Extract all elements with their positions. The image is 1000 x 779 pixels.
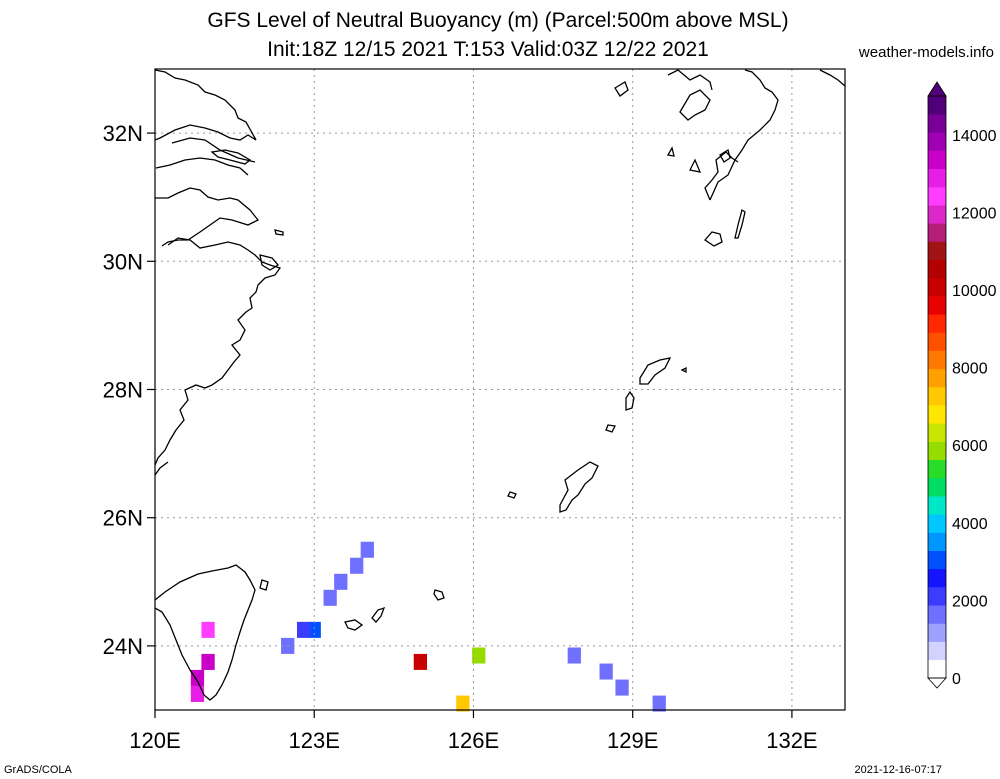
colorbar-label-14000: 14000 [952,128,997,145]
graticule [155,69,845,710]
footer-software-credit: GrADS/COLA [4,764,72,776]
colorbar-segment-11 [928,459,946,479]
title-line-1: GFS Level of Neutral Buoyancy (m) (Parce… [207,9,789,32]
colorbar-segment-22 [928,259,946,279]
colorbar-segment-1 [928,641,946,661]
data-cell-7 [201,621,215,638]
colorbar-segment-9 [928,496,946,515]
colorbar-segment-15 [928,387,946,406]
colorbar-label-12000: 12000 [952,205,997,222]
colorbar-segment-28 [928,150,946,170]
data-cell-8 [201,653,215,670]
colorbar-segment-4 [928,587,946,606]
colorbar-segment-31 [928,96,946,115]
data-cell-3 [323,589,337,606]
colorbar-label-4000: 4000 [952,516,988,533]
data-cell-17 [456,695,470,712]
site-credit: weather-models.info [858,44,994,61]
y-tick-label-26: 26N [103,506,143,531]
colorbar: 0 2000 4000 6000 8000 10000 12000 14000 [927,81,997,689]
colorbar-segment-6 [928,550,946,570]
data-cell-12 [472,647,486,664]
colorbar-top-arrow [927,81,947,97]
colorbar-segment-26 [928,186,946,206]
colorbar-label-10000: 10000 [952,283,997,300]
y-tick-label-24: 24N [103,634,143,659]
title-line-2: Init:18Z 12/15 2021 T:153 Valid:03Z 12/2… [267,38,709,61]
colorbar-segment-24 [928,223,946,242]
colorbar-segment-10 [928,477,946,497]
colorbar-segment-27 [928,168,946,188]
colorbar-segment-2 [928,623,946,642]
colorbar-bottom-arrow [927,677,947,689]
colorbar-segment-17 [928,350,946,370]
colorbar-segment-29 [928,132,946,151]
data-cell-4 [307,621,321,638]
colorbar-label-8000: 8000 [952,361,988,378]
axis-ticks: 120E 123E 126E 129E 132E 24N 26N 28N 30N 32N [103,121,818,753]
colorbar-segment-8 [928,514,946,533]
colorbar-segment-14 [928,405,946,424]
colorbar-segment-5 [928,568,946,588]
colorbar-segment-13 [928,423,946,442]
colorbar-label-2000: 2000 [952,593,988,610]
coastlines [154,69,846,701]
data-cell-9 [190,669,205,686]
y-tick-label-28: 28N [103,378,143,403]
colorbar-segment-23 [928,241,946,260]
colorbar-segment-7 [928,532,946,551]
data-cell-13 [567,647,581,664]
colorbar-segment-3 [928,605,946,624]
colorbar-label-0: 0 [952,671,961,688]
colorbar-segment-19 [928,314,946,333]
data-cells [190,541,666,712]
x-tick-label-129: 129E [607,728,658,753]
colorbar-segment-0 [928,659,946,679]
y-tick-label-30: 30N [103,249,143,274]
x-tick-label-126: 126E [448,728,499,753]
data-cell-2 [334,573,348,590]
x-tick-label-132: 132E [766,728,817,753]
x-tick-label-120: 120E [129,728,180,753]
data-cell-15 [615,679,629,696]
colorbar-segment-20 [928,296,946,315]
colorbar-segment-21 [928,277,946,297]
data-cell-0 [360,541,374,558]
data-cell-5 [296,621,311,638]
x-tick-label-123: 123E [289,728,340,753]
y-tick-label-32: 32N [103,121,143,146]
data-cell-11 [413,653,428,670]
colorbar-segment-30 [928,114,946,133]
footer-timestamp: 2021-12-16-07:17 [854,764,942,776]
data-cell-14 [599,663,613,680]
colorbar-segment-18 [928,332,946,351]
colorbar-segment-25 [928,205,946,224]
data-cell-1 [350,557,364,574]
data-cell-16 [652,695,666,712]
colorbar-label-6000: 6000 [952,438,988,455]
colorbar-segment-16 [928,368,946,388]
colorbar-outline [927,95,947,679]
colorbar-segment-12 [928,441,946,461]
data-cell-10 [190,685,205,702]
